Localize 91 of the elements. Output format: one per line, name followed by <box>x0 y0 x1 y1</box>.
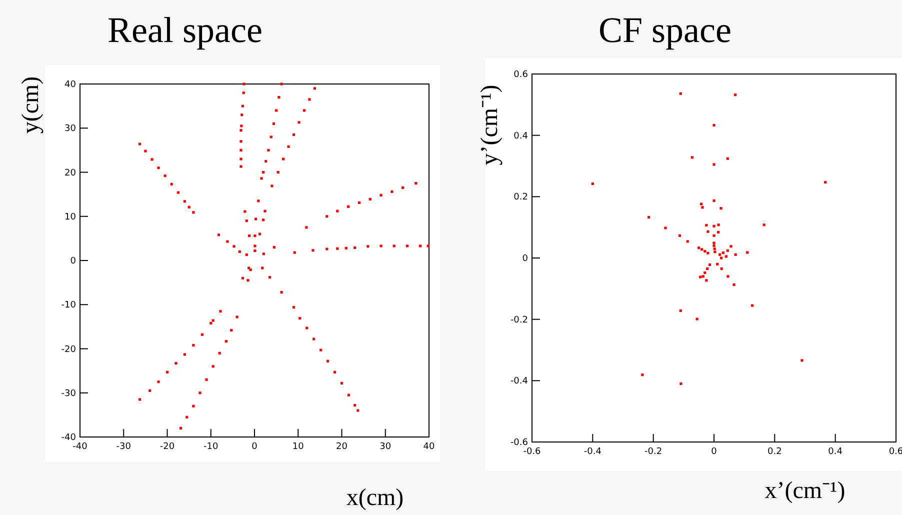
x-axis-title: x’(cm⁻¹) <box>764 478 846 504</box>
point <box>726 249 729 252</box>
point <box>712 244 716 248</box>
x-tick-label: 40 <box>423 442 435 452</box>
point <box>647 216 650 219</box>
point <box>680 382 682 386</box>
point <box>734 253 737 256</box>
y-tick-label: -20 <box>61 344 76 355</box>
point <box>704 271 706 274</box>
x-tick-label: -0.6 <box>523 447 542 457</box>
point <box>706 252 710 254</box>
point <box>700 248 704 251</box>
point <box>762 224 766 226</box>
point <box>690 156 694 159</box>
point <box>716 230 720 234</box>
point <box>718 253 722 256</box>
point <box>726 275 730 278</box>
point <box>730 245 732 248</box>
y-tick-label: 20 <box>64 168 76 178</box>
y-tick-label: 0.6 <box>514 70 528 80</box>
x-tick-label: 0.4 <box>828 447 843 457</box>
x-tick-label: 0.2 <box>768 447 782 457</box>
point <box>712 224 716 228</box>
point <box>699 276 702 278</box>
point <box>679 309 682 312</box>
y-tick-label: 40 <box>64 80 76 90</box>
point <box>732 283 736 286</box>
point <box>722 251 724 254</box>
point <box>678 234 682 237</box>
point <box>700 202 703 206</box>
y-axis-title: y’(cm⁻¹) <box>477 84 503 166</box>
y-axis-title: y(cm) <box>18 76 44 134</box>
y-tick-label: 30 <box>64 124 76 134</box>
x-axis-title: x(cm) <box>346 485 404 511</box>
x-tick-label: 10 <box>292 442 304 452</box>
point <box>716 262 719 266</box>
point <box>712 199 716 202</box>
point <box>704 250 706 253</box>
y-tick-label: -0.2 <box>510 315 528 326</box>
point <box>714 250 716 254</box>
point <box>712 242 716 244</box>
y-tick-label: 0 <box>70 256 76 266</box>
y-tick-label: 0.2 <box>514 192 528 203</box>
point <box>706 230 710 233</box>
x-tick-label: -30 <box>116 442 132 452</box>
point <box>720 207 722 210</box>
point <box>705 279 708 282</box>
chart-title: CF space <box>598 10 732 50</box>
x-tick-label: 20 <box>336 442 348 452</box>
point <box>717 224 720 226</box>
chart-title: Real space <box>108 10 262 50</box>
point <box>746 251 749 254</box>
point <box>712 234 716 237</box>
point <box>720 267 723 270</box>
point <box>702 275 704 278</box>
point <box>705 224 708 226</box>
y-tick-label: 0.4 <box>514 131 528 142</box>
point <box>686 240 689 243</box>
point <box>712 124 716 127</box>
point <box>726 157 729 160</box>
point <box>824 180 827 184</box>
y-tick-label: -40 <box>61 433 76 443</box>
point <box>591 182 594 186</box>
point <box>800 359 804 362</box>
x-tick-label: -0.2 <box>644 447 662 457</box>
point <box>708 263 712 266</box>
y-tick-label: 10 <box>64 212 76 222</box>
point <box>720 256 723 260</box>
y-tick-label: -10 <box>61 300 76 311</box>
x-tick-label: 30 <box>380 442 392 452</box>
y-tick-label: -0.4 <box>510 376 528 387</box>
point <box>724 255 728 258</box>
point <box>696 318 698 320</box>
point <box>712 163 716 166</box>
point <box>706 267 709 270</box>
x-tick-label: -0.4 <box>584 447 602 457</box>
y-tick-label: -30 <box>61 388 76 399</box>
x-tick-label: 0 <box>711 447 718 457</box>
y-tick-label: 0 <box>522 254 528 264</box>
x-tick-label: -10 <box>204 442 218 452</box>
point <box>713 248 716 250</box>
point <box>750 304 754 307</box>
point <box>734 94 737 96</box>
point <box>701 206 704 209</box>
point <box>698 246 700 250</box>
x-tick-label: -20 <box>160 442 175 452</box>
point <box>664 226 667 230</box>
x-tick-label: -40 <box>72 442 88 452</box>
point <box>641 374 644 376</box>
x-tick-label: 0 <box>252 442 258 452</box>
point <box>679 92 682 95</box>
